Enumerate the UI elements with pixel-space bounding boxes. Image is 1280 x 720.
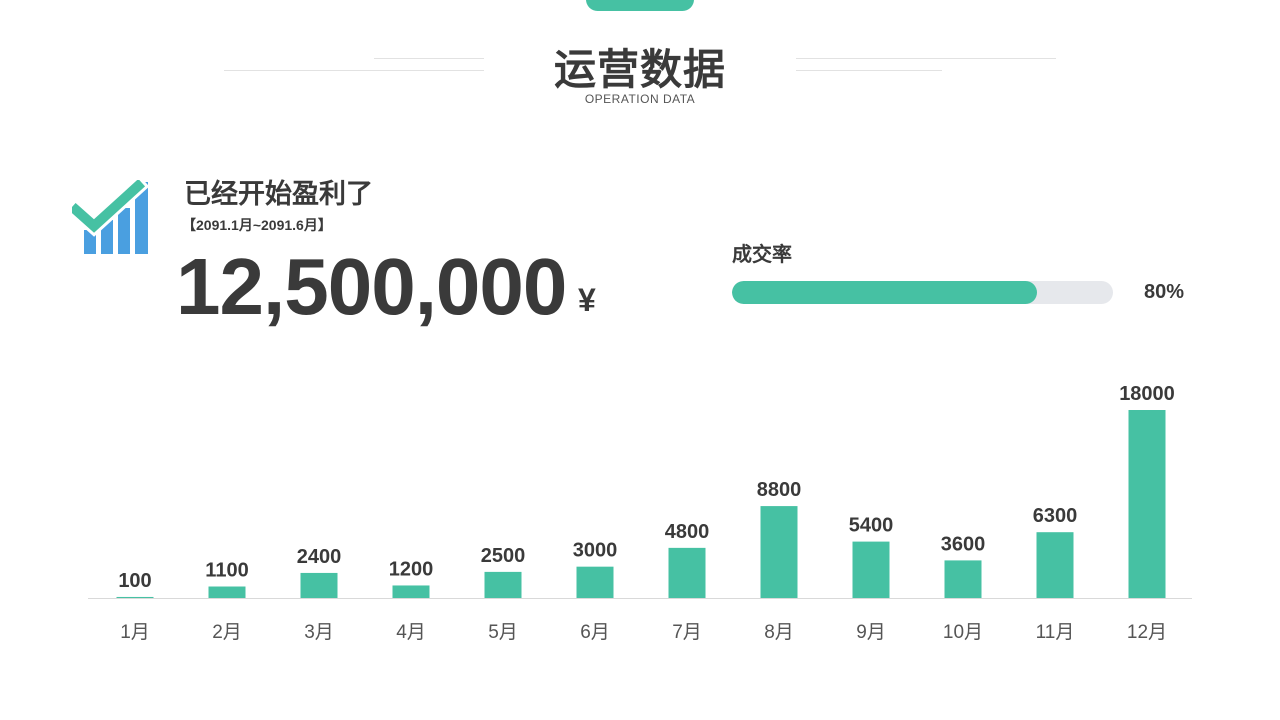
currency-symbol: ¥ <box>578 282 596 318</box>
data-label-1: 100 <box>118 570 151 592</box>
x-tick-label-10: 10月 <box>943 622 983 643</box>
data-label-2: 1100 <box>205 560 248 582</box>
header-line-left-upper <box>374 58 484 59</box>
conversion-progress-track <box>732 281 1113 304</box>
bar-8 <box>760 506 798 598</box>
bar-9 <box>852 541 890 598</box>
x-tick-label-3: 3月 <box>304 622 334 643</box>
x-tick-label-7: 7月 <box>672 622 702 643</box>
page-subtitle: OPERATION DATA <box>584 92 696 106</box>
header-line-right-lower <box>796 70 942 71</box>
period-label: 【2091.1月~2091.6月】 <box>182 217 332 233</box>
chart-check-icon <box>72 180 150 254</box>
bar-6 <box>576 566 614 598</box>
bar-5 <box>484 571 522 598</box>
x-tick-label-9: 9月 <box>856 622 886 643</box>
data-label-12: 18000 <box>1119 383 1175 405</box>
x-tick-label-11: 11月 <box>1036 622 1075 643</box>
header-line-right-upper <box>796 58 1056 59</box>
data-label-9: 5400 <box>849 515 894 537</box>
bar-4 <box>392 585 430 598</box>
data-label-4: 1200 <box>389 558 434 580</box>
page-title: 运营数据 <box>553 46 726 93</box>
data-label-5: 2500 <box>481 545 526 567</box>
bar-3 <box>300 572 338 598</box>
bar-7 <box>668 547 706 598</box>
x-tick-label-1: 1月 <box>120 622 150 643</box>
x-tick-label-2: 2月 <box>212 622 242 643</box>
header-line-left-lower <box>224 70 484 71</box>
profit-heading: 已经开始盈利了 <box>184 179 373 209</box>
conversion-progress-fill <box>732 281 1037 304</box>
icon-bars <box>84 182 148 254</box>
data-label-3: 2400 <box>297 546 342 568</box>
data-label-7: 4800 <box>665 521 710 543</box>
x-tick-label-4: 4月 <box>396 622 426 643</box>
x-tick-label-12: 12月 <box>1127 622 1167 643</box>
top-tab-decoration <box>586 0 694 11</box>
bar-11 <box>1036 532 1074 598</box>
bar-2 <box>208 586 246 598</box>
x-tick-label-5: 5月 <box>488 622 518 643</box>
conversion-rate-label: 成交率 <box>732 244 792 266</box>
conversion-rate-value: 80% <box>1144 281 1185 303</box>
x-tick-label-6: 6月 <box>580 622 610 643</box>
profit-amount: 12,500,000 <box>176 242 567 331</box>
monthly-bar-chart: 100 1月 1100 2月 2400 3月 1200 4月 2500 5月 3000 6月 4800 7… <box>88 383 1192 643</box>
bar-1 <box>116 596 154 598</box>
x-tick-label-8: 8月 <box>764 622 794 643</box>
data-label-8: 8800 <box>757 479 802 501</box>
data-label-11: 6300 <box>1033 505 1078 527</box>
data-label-10: 3600 <box>941 533 986 555</box>
bar-12 <box>1128 410 1166 598</box>
bar-10 <box>944 560 982 598</box>
data-label-6: 3000 <box>573 540 618 562</box>
